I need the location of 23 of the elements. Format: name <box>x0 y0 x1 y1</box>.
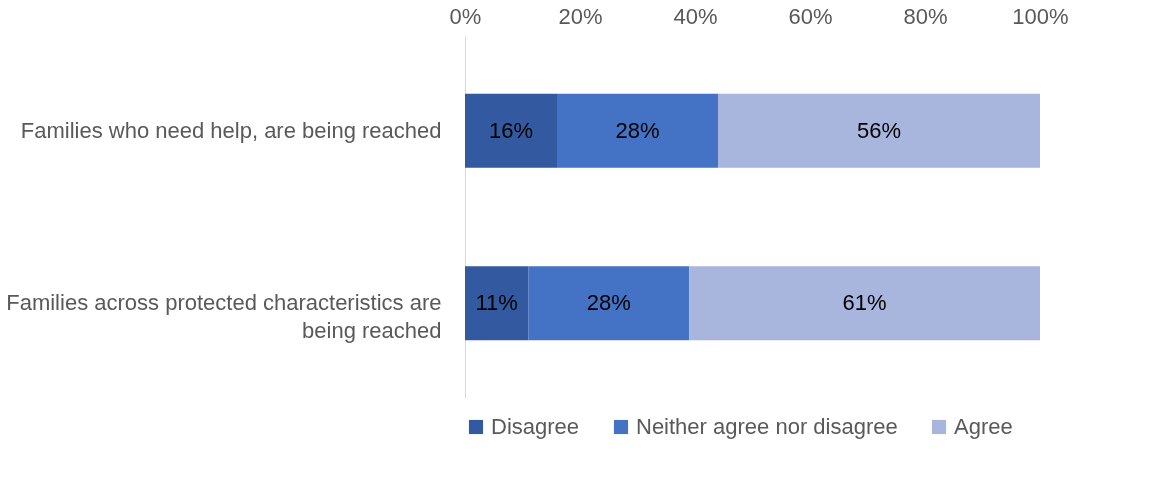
y-tick-label: Families who need help, are being reached <box>20 117 442 143</box>
data-label: 16% <box>488 117 534 143</box>
bar <box>718 93 1040 168</box>
y-tick-label: Families across protected characteristics are being reached <box>6 290 442 344</box>
x-tick-label: 0% <box>449 3 482 29</box>
bar <box>557 93 718 168</box>
bar <box>528 266 690 341</box>
legend-label: Disagree <box>491 414 580 439</box>
x-tick-label: 60% <box>788 3 833 29</box>
x-tick-label: 100% <box>1012 3 1069 29</box>
x-tick-label: 80% <box>903 3 948 29</box>
bar <box>689 266 1040 341</box>
data-label: 56% <box>856 117 902 143</box>
bar <box>465 93 557 168</box>
legend-label: Agree <box>954 414 1013 439</box>
data-label: 28% <box>615 117 660 143</box>
data-label: 61% <box>842 290 887 316</box>
data-label: 11% <box>475 290 518 316</box>
x-tick-label: 20% <box>558 3 603 29</box>
data-label: 28% <box>586 290 631 316</box>
legend-label: Neither agree nor disagree <box>636 414 898 439</box>
bar <box>465 266 529 341</box>
x-tick-label: 40% <box>673 3 718 29</box>
